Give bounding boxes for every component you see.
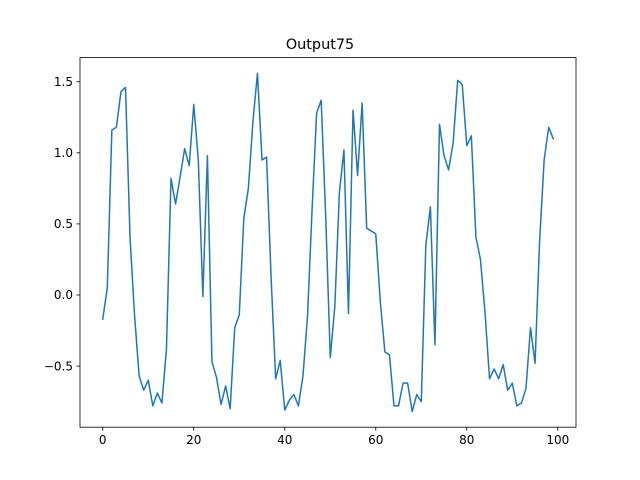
y-tick-label: −0.5 xyxy=(44,359,73,373)
plot-area xyxy=(101,72,555,413)
series-line-0 xyxy=(101,72,555,413)
axis-ticks: 0 20 40 60 80 100 −0.5 0.0 0.5 1.0 1.5 xyxy=(44,75,569,447)
x-tick-label: 100 xyxy=(546,433,569,447)
x-tick-label: 60 xyxy=(368,433,383,447)
axes-frame xyxy=(79,57,577,428)
y-tick-label: 1.0 xyxy=(54,146,73,160)
y-tick-label: 0.0 xyxy=(54,288,73,302)
y-tick-label: 0.5 xyxy=(54,217,73,231)
x-tick-label: 20 xyxy=(186,433,201,447)
x-tick-label: 0 xyxy=(99,433,107,447)
y-tick-label: 1.5 xyxy=(54,75,73,89)
x-tick-label: 40 xyxy=(277,433,292,447)
x-tick-label: 80 xyxy=(459,433,474,447)
chart-title: Output75 xyxy=(286,37,354,53)
